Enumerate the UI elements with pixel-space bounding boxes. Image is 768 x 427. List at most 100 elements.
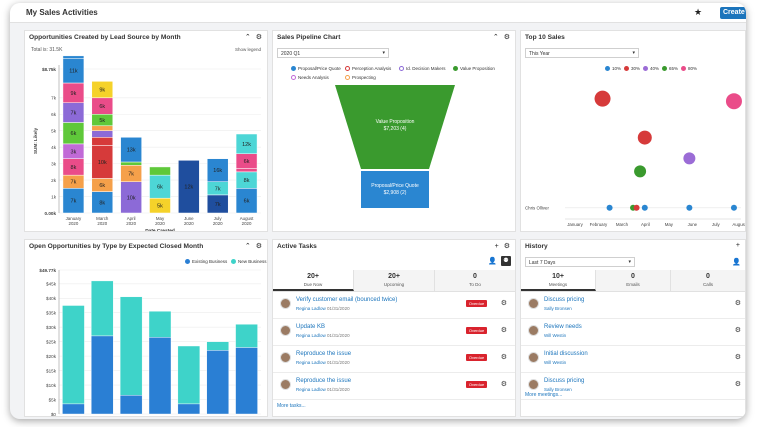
bar-segment [91,130,114,138]
star-icon[interactable]: ★ [694,7,703,17]
bar-segment [235,324,258,348]
legend-marker [624,66,629,71]
bar-segment [91,81,114,99]
x-tick-label: 2020 [213,221,223,226]
x-tick-label: 2020 [69,221,79,226]
y-tick-label: $5k [49,397,57,402]
avatar [528,298,539,309]
gear-icon[interactable]: ⚙ [734,381,741,388]
legend-label: Prospecting [352,75,376,80]
add-icon[interactable]: + [494,243,499,250]
gear-icon[interactable]: ⚙ [500,327,507,334]
scatter-point [730,204,737,211]
bar-value-label: 10k [98,160,107,166]
meeting-link[interactable]: Initial discussion [544,351,588,357]
collapse-icon[interactable]: ⌃ [244,34,251,41]
task-link[interactable]: Reproduce the issue [296,351,352,357]
gear-icon[interactable]: ⚙ [734,300,741,307]
task-meta: Regina Ladlow 01/31/2020 [296,387,350,392]
y-tick-label: 1k [51,194,57,199]
more-tasks-link[interactable]: More tasks... [277,403,306,409]
panel-title: Top 10 Sales [525,34,565,41]
gear-icon[interactable]: ⚙ [500,354,507,361]
legend-item: Proposal/Price Quote [291,66,341,71]
legend-label: Existing Business [192,259,228,264]
x-axis-label: Date Created [145,228,175,232]
panel-controls: + [731,242,740,249]
gear-icon[interactable]: ⚙ [734,327,741,334]
gear-icon[interactable]: ⚙ [255,34,262,41]
bar-segment [62,305,85,405]
top10-period-select[interactable]: This Year ▾ [525,48,639,58]
legend-label: 40% [650,66,660,71]
bar-segment [119,394,143,415]
tab-due-now[interactable]: 20+ Due Now [273,270,354,291]
total-label: Total is: 31.5K [31,47,63,53]
x-tick-label: February [590,222,608,227]
legend-label: Value Proposition [460,66,495,71]
avatar [280,379,291,390]
legend-marker [185,259,190,264]
tab-upcoming[interactable]: 20+ Upcoming [354,270,435,291]
y-tick-label: $15k [46,368,57,373]
task-link[interactable]: Reproduce the issue [296,378,352,384]
legend-item: 80% [681,66,697,71]
y-tick-label: $8.75k [42,67,56,72]
gear-icon[interactable]: ⚙ [503,34,510,41]
bar-segment [177,345,201,405]
task-user[interactable]: Regina Ladlow [296,306,326,311]
tab-meetings[interactable]: 10+ Meetings [521,270,596,291]
user-icon[interactable]: 👤 [732,259,741,266]
meeting-user[interactable]: Will Westin [544,333,567,338]
bar-segment [235,168,258,173]
tab-emails[interactable]: 0 Emails [596,270,671,291]
team-icon[interactable]: ⚉ [501,256,511,266]
task-user[interactable]: Regina Ladlow [296,360,326,365]
task-user[interactable]: Regina Ladlow [296,333,326,338]
task-date: 01/31/2020 [327,360,350,365]
tab-label: Upcoming [383,282,405,287]
tab-label: Emails [626,282,640,287]
task-link[interactable]: Verify customer email (bounced twice) [296,297,398,303]
meeting-user[interactable]: Sally Bronsen [544,306,572,311]
y-tick-label: 5k [51,129,57,134]
panel-header: Top 10 Sales [521,31,745,45]
history-period-select[interactable]: Last 7 Days ▾ [525,257,635,267]
legend-marker [643,66,648,71]
meeting-user[interactable]: Sally Bronsen [544,387,572,392]
meeting-link[interactable]: Discuss pricing [544,297,585,303]
meeting-link[interactable]: Discuss pricing [544,378,585,384]
meeting-user[interactable]: Will Westin [544,360,567,365]
gear-icon[interactable]: ⚙ [255,243,262,250]
legend-item: Perception Analysis [345,66,391,71]
user-icon[interactable]: 👤 [488,258,497,265]
bar-segment [91,137,114,146]
task-user[interactable]: Regina Ladlow [296,387,326,392]
collapse-icon[interactable]: ⌃ [492,34,499,41]
active-tasks-panel: Active Tasks + ⚙ 👤 ⚉ 20+ Due Now 20+ Upco… [272,239,516,417]
legend-label: Needs Analysis [298,75,329,80]
gear-icon[interactable]: ⚙ [500,300,507,307]
tab-calls[interactable]: 0 Calls [671,270,745,291]
tab-to-do[interactable]: 0 To Do [435,270,515,291]
gear-icon[interactable]: ⚙ [734,354,741,361]
funnel-stage-value: $7,203 (4) [384,126,407,132]
more-meetings-link[interactable]: More meetings... [525,392,563,398]
task-link[interactable]: Update KB [296,324,326,330]
pipeline-period-select[interactable]: 2020 Q1 ▾ [277,48,389,58]
legend-marker [345,66,350,71]
open-opps-panel: Open Opportunities by Type by Expected C… [24,239,268,417]
gear-icon[interactable]: ⚙ [500,381,507,388]
meeting-link[interactable]: Review needs [544,324,582,330]
meeting-meta: Sally Bronsen [544,387,572,392]
collapse-icon[interactable]: ⌃ [244,243,251,250]
x-tick-label: March [616,222,629,227]
add-icon[interactable]: + [735,242,740,249]
y-tick-label: $40k [46,296,57,301]
show-legend-link[interactable]: Show legend [234,47,261,52]
bar-segment [62,55,85,59]
gear-icon[interactable]: ⚙ [503,243,510,250]
create-button[interactable]: Create [720,7,746,19]
x-tick-label: 2020 [184,221,194,226]
top10-panel: Top 10 Sales This Year ▾ 10% 30% 40% 65% 80%… [520,30,746,232]
